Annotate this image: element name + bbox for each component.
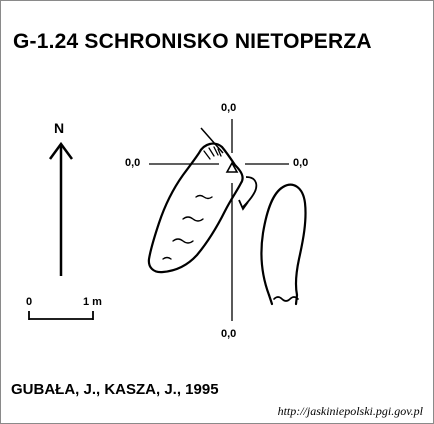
coordinate-bottom-label: 0,0	[221, 328, 237, 340]
main-cave-passage	[147, 142, 244, 274]
coordinate-left-label: 0,0	[125, 157, 141, 169]
coordinate-right-label: 0,0	[293, 157, 309, 169]
north-arrow-icon	[48, 141, 74, 276]
north-label: N	[54, 120, 65, 136]
side-chamber-outline	[260, 183, 307, 306]
scale-bar	[28, 311, 94, 320]
entrance-marker	[200, 127, 258, 211]
coordinate-cross	[149, 119, 289, 321]
source-url[interactable]: http://jaskiniepolski.pgi.gov.pl	[277, 404, 423, 418]
scale-start-label: 0	[26, 296, 33, 308]
coordinate-top-label: 0,0	[221, 102, 237, 114]
authors-credit: GUBAŁA, J., KASZA, J., 1995	[11, 381, 219, 398]
scale-end-label: 1 m	[83, 296, 102, 308]
cave-title: G-1.24 SCHRONISKO NIETOPERZA	[13, 30, 372, 53]
